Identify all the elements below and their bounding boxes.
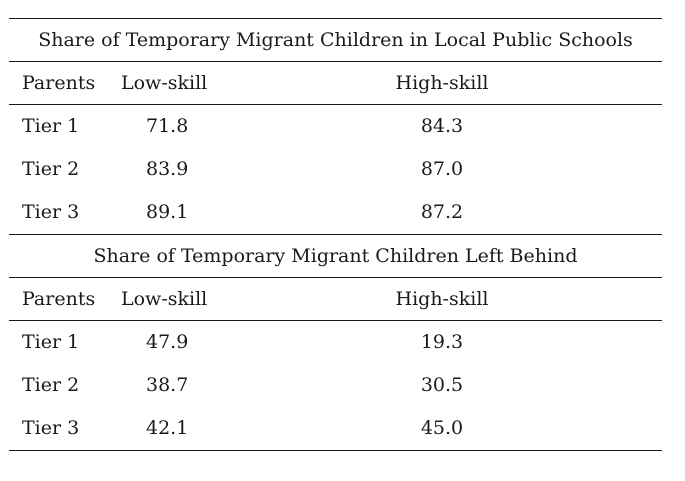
row-low-skill-value: 42.1 [146,417,189,439]
header-low-skill: Low-skill [121,72,208,94]
table-row: Tier 1 47.9 19.3 [9,321,662,364]
header-parents: Parents [22,72,96,94]
row-tier-label: Tier 3 [22,201,80,223]
top-rule [9,18,662,19]
row-low-skill-value: 38.7 [146,374,189,396]
header-parents: Parents [22,288,96,310]
row-tier-label: Tier 1 [22,331,80,353]
row-low-skill-value: 47.9 [146,331,189,353]
row-low-skill-value: 89.1 [146,201,189,223]
panel-title: Share of Temporary Migrant Children Left… [93,245,578,267]
panel-title: Share of Temporary Migrant Children in L… [38,29,633,51]
header-rule [9,320,662,321]
table-row: Tier 3 89.1 87.2 [9,191,662,234]
table-row: Tier 3 42.1 45.0 [9,407,662,450]
bottom-rule [9,450,662,451]
header-rule [9,104,662,105]
table-row: Tier 2 38.7 30.5 [9,364,662,407]
row-tier-label: Tier 2 [22,158,80,180]
row-tier-label: Tier 2 [22,374,80,396]
row-high-skill-value: 30.5 [420,374,464,396]
row-low-skill-value: 83.9 [146,158,189,180]
row-high-skill-value: 84.3 [420,115,464,137]
row-high-skill-value: 87.0 [420,158,464,180]
panel-title-rule [9,61,662,62]
row-tier-label: Tier 3 [22,417,80,439]
migrant-children-table: Share of Temporary Migrant Children in L… [9,18,662,451]
row-high-skill-value: 87.2 [420,201,464,223]
column-header-row: Parents Low-skill High-skill [9,278,662,320]
header-low-skill: Low-skill [121,288,208,310]
row-low-skill-value: 71.8 [146,115,189,137]
panel-separator-rule [9,234,662,235]
table-row: Tier 1 71.8 84.3 [9,105,662,148]
row-high-skill-value: 19.3 [420,331,464,353]
row-high-skill-value: 45.0 [420,417,464,439]
panel-title-rule [9,277,662,278]
header-high-skill: High-skill [395,288,489,310]
table-row: Tier 2 83.9 87.0 [9,148,662,191]
column-header-row: Parents Low-skill High-skill [9,62,662,104]
header-high-skill: High-skill [395,72,489,94]
row-tier-label: Tier 1 [22,115,80,137]
